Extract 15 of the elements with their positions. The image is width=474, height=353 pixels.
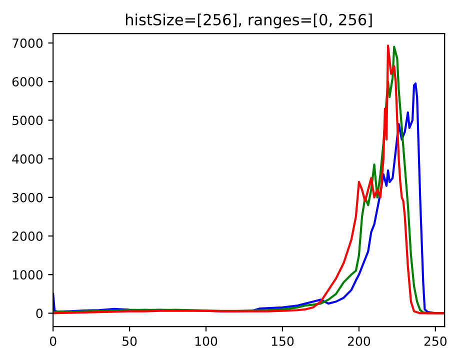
y-tick-label: 7000 xyxy=(12,38,43,48)
y-tick-label: 2000 xyxy=(12,231,43,241)
y-tick-label: 4000 xyxy=(12,154,43,164)
y-tick-label: 6000 xyxy=(12,77,43,87)
y-tick-label: 1000 xyxy=(12,270,43,280)
y-tick-label: 5000 xyxy=(12,116,43,126)
x-tick-label: 100 xyxy=(195,336,218,346)
x-tick-label: 150 xyxy=(272,336,294,346)
x-tick-label: 200 xyxy=(348,336,370,346)
y-tick-label: 0 xyxy=(36,308,43,318)
x-tick-label: 50 xyxy=(122,336,137,346)
chart-title: histSize=[256], ranges=[0, 256] xyxy=(126,14,372,28)
x-tick-label: 250 xyxy=(424,336,447,346)
y-tick-label: 3000 xyxy=(12,192,43,202)
x-tick-label: 0 xyxy=(50,336,56,346)
